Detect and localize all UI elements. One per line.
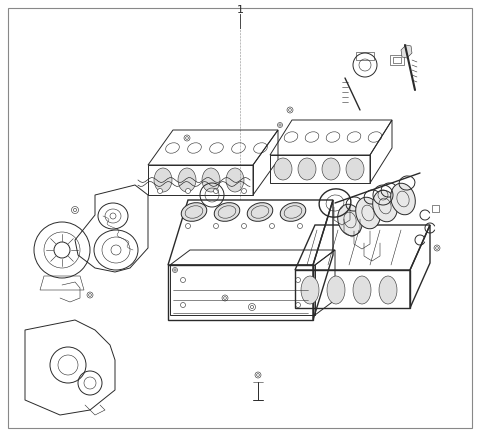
Ellipse shape — [214, 203, 240, 221]
Ellipse shape — [379, 276, 397, 304]
Ellipse shape — [274, 158, 292, 180]
Ellipse shape — [280, 203, 306, 221]
Polygon shape — [401, 45, 412, 58]
Circle shape — [434, 245, 440, 251]
Circle shape — [255, 372, 261, 378]
Circle shape — [296, 303, 300, 307]
Ellipse shape — [301, 276, 319, 304]
Circle shape — [296, 277, 300, 283]
Ellipse shape — [154, 168, 172, 192]
Circle shape — [180, 277, 185, 283]
Circle shape — [214, 188, 218, 194]
Circle shape — [277, 123, 283, 127]
Circle shape — [184, 135, 190, 141]
Ellipse shape — [226, 168, 244, 192]
Ellipse shape — [372, 190, 397, 222]
Circle shape — [298, 224, 302, 228]
Ellipse shape — [356, 197, 380, 229]
Ellipse shape — [178, 168, 196, 192]
Circle shape — [180, 303, 185, 307]
Circle shape — [214, 224, 218, 228]
Circle shape — [249, 303, 255, 310]
Circle shape — [87, 292, 93, 298]
Ellipse shape — [353, 276, 371, 304]
Circle shape — [269, 224, 275, 228]
Ellipse shape — [181, 203, 207, 221]
Circle shape — [222, 295, 228, 301]
Bar — [393, 57, 401, 63]
Ellipse shape — [338, 204, 362, 236]
Circle shape — [185, 188, 191, 194]
Ellipse shape — [322, 158, 340, 180]
Text: 1: 1 — [237, 5, 243, 15]
Circle shape — [241, 188, 247, 194]
Ellipse shape — [391, 183, 415, 215]
Circle shape — [185, 224, 191, 228]
Ellipse shape — [202, 168, 220, 192]
Circle shape — [287, 107, 293, 113]
Bar — [390, 55, 404, 65]
Ellipse shape — [298, 158, 316, 180]
Circle shape — [72, 206, 79, 213]
Ellipse shape — [247, 203, 273, 221]
Bar — [356, 52, 374, 60]
Circle shape — [157, 188, 163, 194]
Circle shape — [172, 268, 178, 273]
Bar — [432, 205, 439, 212]
Circle shape — [241, 224, 247, 228]
Ellipse shape — [346, 158, 364, 180]
Ellipse shape — [327, 276, 345, 304]
